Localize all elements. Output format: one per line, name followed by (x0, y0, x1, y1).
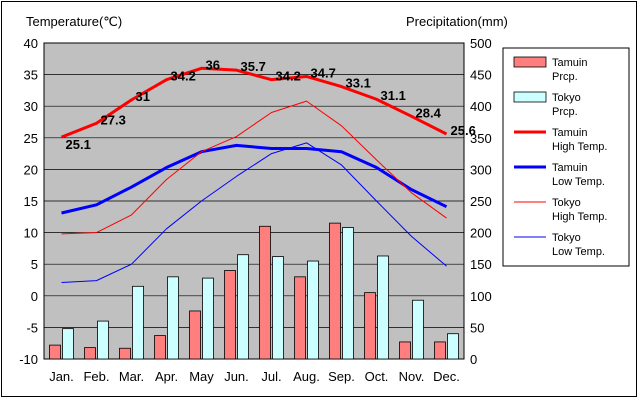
precipitation-bar (237, 254, 249, 360)
precipitation-bar (119, 347, 131, 360)
right-tick-label: 0 (470, 352, 477, 367)
precipitation-bar (49, 344, 61, 360)
precipitation-bar (132, 285, 144, 360)
legend-swatch (513, 91, 547, 103)
left-tick-label: 0 (31, 289, 38, 304)
left-axis-title: Temperature(℃) (26, 14, 122, 29)
precipitation-bar (294, 276, 306, 360)
precipitation-bar (259, 225, 271, 360)
right-tick-label: 450 (470, 68, 492, 83)
data-label: 25.1 (66, 137, 91, 152)
left-tick-label: 10 (24, 226, 38, 241)
x-tick-label: Sep. (328, 369, 355, 384)
left-tick-label: -10 (19, 352, 38, 367)
precipitation-bar (167, 276, 179, 360)
gridlines (44, 74, 464, 328)
left-tick-label: -5 (26, 320, 38, 335)
right-axis-title: Precipitation(mm) (406, 14, 508, 29)
data-label: 31.1 (381, 88, 406, 103)
right-tick-label: 350 (470, 131, 492, 146)
data-label: 33.1 (346, 76, 371, 91)
legend-label: Tamuin Prcp. (552, 57, 587, 83)
x-tick-label: May (189, 369, 214, 384)
precipitation-bar (434, 341, 446, 360)
precipitation-bar (272, 256, 284, 360)
precipitation-bar (62, 328, 74, 360)
precipitation-bar (154, 335, 166, 360)
data-label: 28.4 (416, 105, 442, 120)
precipitation-bar (97, 320, 109, 360)
x-tick-label: Apr. (155, 369, 178, 384)
legend-label: Tokyo Low Temp. (552, 232, 605, 258)
right-tick-label: 100 (470, 289, 492, 304)
temperature-line (60, 66, 448, 139)
precipitation-bar (84, 347, 96, 360)
legend-items: Tamuin Prcp. Tokyo Prcp. Tamuin High Temp. Tam… (513, 56, 607, 258)
legend-label: Tamuin High Temp. (552, 127, 607, 153)
precipitation-bar (342, 227, 354, 360)
data-labels: 25.1 27.3 31 34.2 36 35.7 34.2 34.7 33.1 31.1 28.4… (66, 57, 476, 152)
x-tick-label: Jun. (224, 369, 249, 384)
right-tick-label: 250 (470, 194, 492, 209)
temperature-line (61, 100, 447, 235)
x-tick-label: Dec. (433, 369, 460, 384)
data-label: 27.3 (101, 112, 126, 127)
line-series (60, 66, 448, 284)
left-tick-label: 40 (24, 36, 38, 51)
data-label: 34.7 (311, 65, 336, 80)
legend-label: Tamuin Low Temp. (552, 162, 605, 188)
x-tick-label: Oct. (365, 369, 389, 384)
precipitation-bar (364, 292, 376, 360)
x-axis-ticks: Jan. Feb. Mar. Apr. May Jun. Jul. Aug. Sep. Oct. N… (49, 369, 460, 384)
temperature-line (61, 142, 447, 284)
left-axis-ticks: 40 35 30 25 20 15 10 5 0 -5 -10 (19, 36, 38, 367)
right-tick-label: 50 (470, 320, 484, 335)
left-tick-label: 30 (24, 99, 38, 114)
precipitation-bar (307, 260, 319, 360)
precipitation-bar (189, 310, 201, 360)
precipitation-bar (202, 277, 214, 360)
left-tick-label: 25 (24, 131, 38, 146)
data-label: 36 (206, 57, 220, 72)
temperature-line (61, 143, 448, 215)
legend-swatch (513, 56, 547, 68)
x-tick-label: Mar. (119, 369, 144, 384)
legend-label: Tokyo Prcp. (552, 92, 581, 118)
legend: Tamuin Prcp. Tokyo Prcp. Tamuin High Temp. Tam… (502, 47, 630, 267)
right-tick-label: 200 (470, 226, 492, 241)
data-label: 35.7 (241, 59, 266, 74)
precipitation-bar (447, 333, 459, 360)
precipitation-bar (224, 270, 236, 360)
data-label: 31 (136, 89, 150, 104)
precipitation-bar (377, 255, 389, 360)
x-tick-label: Jan. (49, 369, 74, 384)
bar-series (49, 222, 459, 360)
left-tick-label: 35 (24, 68, 38, 83)
right-tick-label: 300 (470, 162, 492, 177)
x-tick-label: Feb. (83, 369, 109, 384)
precipitation-bar (329, 222, 341, 360)
x-tick-label: Jul. (261, 369, 281, 384)
x-tick-label: Nov. (399, 369, 425, 384)
left-tick-label: 5 (31, 257, 38, 272)
precipitation-bar (399, 341, 411, 360)
data-label: 34.2 (276, 69, 301, 84)
right-tick-label: 400 (470, 99, 492, 114)
data-label: 34.2 (171, 69, 196, 84)
data-label: 25.6 (451, 123, 476, 138)
x-tick-label: Aug. (293, 369, 320, 384)
legend-label: Tokyo High Temp. (552, 197, 607, 223)
left-tick-label: 15 (24, 194, 38, 209)
right-tick-label: 500 (470, 36, 492, 51)
right-tick-label: 150 (470, 257, 492, 272)
left-tick-label: 20 (24, 162, 38, 177)
precipitation-bar (412, 299, 424, 360)
legend-box (502, 47, 630, 267)
